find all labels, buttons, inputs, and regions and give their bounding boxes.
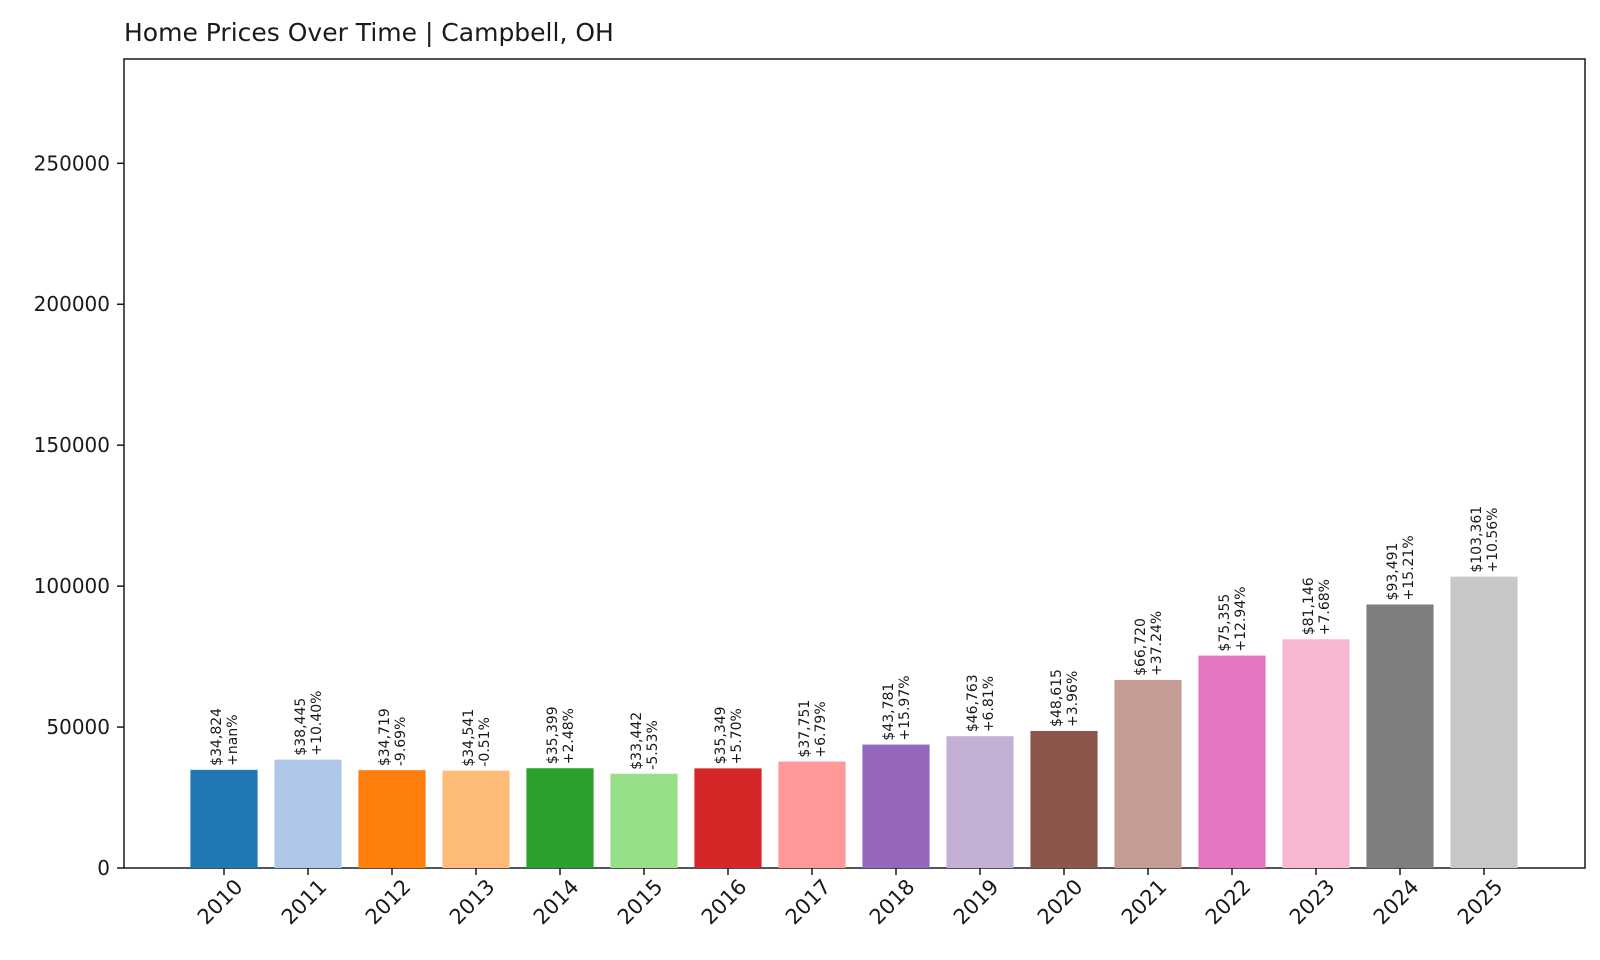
x-tick-label: 2025 xyxy=(1453,875,1508,930)
bar-change-label: +6.79% xyxy=(813,701,829,757)
bar-2016 xyxy=(694,768,762,868)
x-tick-label: 2012 xyxy=(361,875,416,930)
bar-value-label: $81,146 +7.68% xyxy=(1301,577,1333,635)
y-axis: 0 50000 100000 150000 200000 250000 xyxy=(34,151,124,880)
bar-change-label: +15.21% xyxy=(1401,535,1417,600)
bar-value-label: $75,355 +12.94% xyxy=(1217,586,1249,651)
bar-2013 xyxy=(442,770,510,868)
bar-change-label: +6.81% xyxy=(981,676,997,732)
bar-2021 xyxy=(1114,679,1182,868)
bar-change-label: +7.68% xyxy=(1317,579,1333,635)
bar-value-label: $33,442 -5.53% xyxy=(629,712,661,770)
bar-2017 xyxy=(778,761,846,868)
bar-price-label: $81,146 xyxy=(1301,577,1317,635)
x-tick-label: 2022 xyxy=(1201,875,1256,930)
bar-change-label: +37.24% xyxy=(1149,611,1165,676)
bar-change-label: +12.94% xyxy=(1233,586,1249,651)
bar-price-label: $103,361 xyxy=(1469,506,1485,573)
bar-value-label: $35,349 +5.70% xyxy=(713,706,745,764)
x-tick-label: 2010 xyxy=(193,875,248,930)
x-tick-label: 2019 xyxy=(949,875,1004,930)
x-tick-label: 2015 xyxy=(613,875,668,930)
bar-2019 xyxy=(946,736,1014,868)
bars: $34,824 +nan% $38,445 +10.40% $34,719 -9.69% $… xyxy=(190,506,1518,868)
bar-2012 xyxy=(358,770,426,868)
y-tick-label: 200000 xyxy=(34,292,110,316)
bar-2020 xyxy=(1030,730,1098,868)
bar-2022 xyxy=(1198,655,1266,868)
bar-price-label: $33,442 xyxy=(629,712,645,770)
bar-change-label: +10.56% xyxy=(1485,508,1501,573)
bar-value-label: $66,720 +37.24% xyxy=(1133,611,1165,676)
y-tick-label: 250000 xyxy=(34,151,110,175)
bar-price-label: $66,720 xyxy=(1133,618,1149,676)
y-tick-label: 100000 xyxy=(34,574,110,598)
bar-price-label: $38,445 xyxy=(293,698,309,756)
bar-2024 xyxy=(1366,604,1434,868)
bar-value-label: $103,361 +10.56% xyxy=(1469,506,1501,573)
bar-change-label: +5.70% xyxy=(729,708,745,764)
bar-2018 xyxy=(862,744,930,868)
bar-price-label: $34,824 xyxy=(209,708,225,766)
bar-2014 xyxy=(526,768,594,868)
y-tick-label: 150000 xyxy=(34,433,110,457)
bar-value-label: $34,719 -9.69% xyxy=(377,708,409,766)
bar-2015 xyxy=(610,773,678,868)
x-tick-label: 2013 xyxy=(445,875,500,930)
x-axis: 2010 2011 2012 2013 2014 2015 2016 2017 2018 2019… xyxy=(193,868,1508,929)
y-tick-label: 0 xyxy=(97,856,110,880)
bar-price-label: $48,615 xyxy=(1049,669,1065,727)
bar-value-label: $34,541 -0.51% xyxy=(461,709,493,767)
x-tick-label: 2024 xyxy=(1369,875,1424,930)
bar-2010 xyxy=(190,769,258,868)
x-tick-label: 2016 xyxy=(697,875,752,930)
bar-price-label: $34,541 xyxy=(461,709,477,767)
x-tick-label: 2021 xyxy=(1117,875,1172,930)
bar-change-label: +2.48% xyxy=(561,708,577,764)
bar-value-label: $93,491 +15.21% xyxy=(1385,535,1417,600)
bar-price-label: $93,491 xyxy=(1385,543,1401,601)
bar-price-label: $35,399 xyxy=(545,706,561,764)
bar-price-label: $34,719 xyxy=(377,708,393,766)
bar-price-label: $46,763 xyxy=(965,674,981,732)
x-tick-label: 2017 xyxy=(781,875,836,930)
bar-value-label: $38,445 +10.40% xyxy=(293,691,325,756)
bar-value-label: $37,751 +6.79% xyxy=(797,700,829,758)
x-tick-label: 2023 xyxy=(1285,875,1340,930)
bar-price-label: $35,349 xyxy=(713,706,729,764)
bar-price-label: $37,751 xyxy=(797,700,813,758)
bar-value-label: $48,615 +3.96% xyxy=(1049,669,1081,727)
bar-value-label: $34,824 +nan% xyxy=(209,708,241,766)
bar-change-label: +3.96% xyxy=(1065,671,1081,727)
bar-change-label: +nan% xyxy=(225,714,241,765)
bar-value-label: $46,763 +6.81% xyxy=(965,674,997,732)
bar-value-label: $43,781 +15.97% xyxy=(881,675,913,740)
x-tick-label: 2014 xyxy=(529,875,584,930)
bar-2011 xyxy=(274,759,342,868)
bar-price-label: $43,781 xyxy=(881,683,897,741)
bar-change-label: +10.40% xyxy=(309,691,325,756)
bar-2025 xyxy=(1450,576,1518,868)
plot-area xyxy=(123,58,1586,869)
bar-change-label: -5.53% xyxy=(645,720,661,770)
bar-price-label: $75,355 xyxy=(1217,594,1233,652)
x-tick-label: 2020 xyxy=(1033,875,1088,930)
chart-title: Home Prices Over Time | Campbell, OH xyxy=(124,18,614,47)
bar-change-label: +15.97% xyxy=(897,675,913,740)
bar-change-label: -9.69% xyxy=(393,717,409,767)
x-tick-label: 2011 xyxy=(277,875,332,930)
x-tick-label: 2018 xyxy=(865,875,920,930)
bar-change-label: -0.51% xyxy=(477,717,493,767)
bar-2023 xyxy=(1282,639,1350,868)
y-tick-label: 50000 xyxy=(46,715,110,739)
bar-value-label: $35,399 +2.48% xyxy=(545,706,577,764)
